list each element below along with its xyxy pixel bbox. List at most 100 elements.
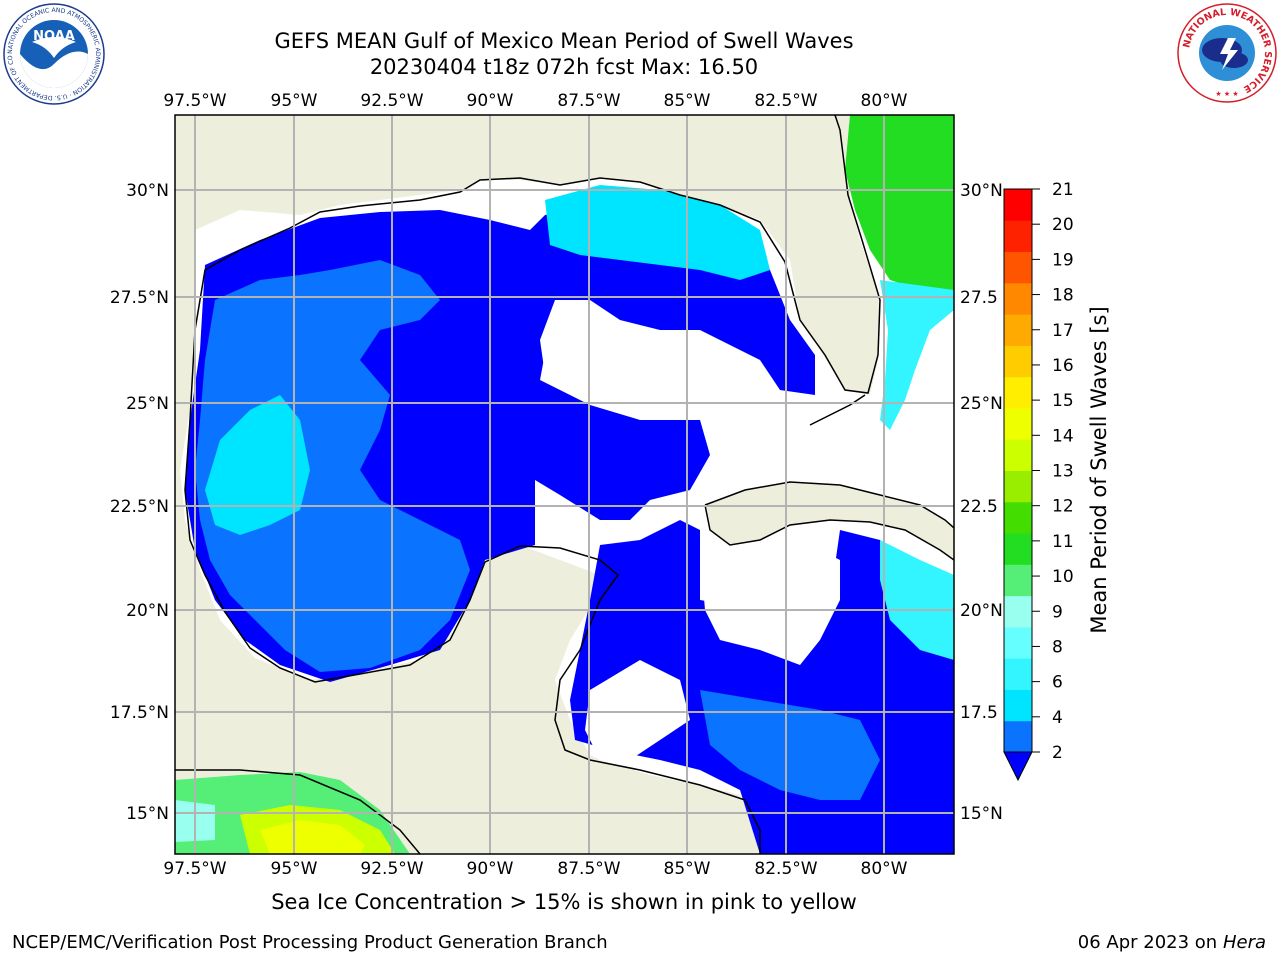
colorbar-tick-label: 10 [1052,567,1074,587]
colorbar-tick-label: 2 [1052,743,1063,763]
coastline-cuba [704,481,954,561]
lon-label-bottom: 80°W [861,859,908,879]
lat-label-right: 22.5 [960,497,998,517]
svg-text:★ ★ ★: ★ ★ ★ [1215,90,1238,98]
colorbar-segment [1004,501,1032,534]
swell-region-lightblue-south [700,690,880,800]
colorbar-tick-label: 20 [1052,215,1074,235]
swell-gap-yucatan [585,660,690,760]
colorbar-segment [1004,251,1032,284]
swell-period-field [175,115,954,854]
colorbar-segment [1004,626,1032,659]
colorbar-tick-label: 19 [1052,250,1074,270]
swell-region-cyan-north [545,185,770,280]
lon-label-bottom: 95°W [271,859,318,879]
lat-label-right: 20°N [960,601,1003,621]
lon-label-bottom: 87.5°W [557,859,620,879]
lat-label-left: 27.5°N [110,288,169,308]
colorbar-segment [1004,189,1032,221]
lat-label-left: 22.5°N [110,497,169,517]
colorbar-label: Mean Period of Swell Waves [s] [1087,306,1111,633]
plot-title: GEFS MEAN Gulf of Mexico Mean Period of … [274,29,854,53]
longitude-labels-top: 97.5°W 95°W 92.5°W 90°W 87.5°W 85°W 82.5°W 80°W [163,91,907,111]
lat-label-right: 15°N [960,804,1003,824]
coastline-mexico [184,489,761,854]
lon-label-bottom: 90°W [467,859,514,879]
colorbar-tick-label: 17 [1052,321,1074,341]
colorbar-tick-label: 16 [1052,356,1074,376]
lat-label-right: 30°N [960,181,1003,201]
colorbar-segment [1004,345,1032,378]
lon-label-top: 87.5°W [557,91,620,111]
lon-label-top: 85°W [664,91,711,111]
swell-region-lightblue [195,260,470,672]
colorbar-tick-label: 8 [1052,637,1063,657]
lat-label-left: 25°N [126,394,169,414]
lon-label-top: 80°W [861,91,908,111]
colorbar-segment [1004,720,1032,753]
lon-label-bottom: 97.5°W [163,859,226,879]
footer-date: 06 Apr 2023 on Hera [1077,932,1266,953]
coastline-keys [809,394,866,426]
colorbar-tick-label: 14 [1052,426,1074,446]
colorbar-segments [1004,189,1032,753]
swell-gap-center [540,300,700,400]
colorbar-tick-label: 11 [1052,532,1074,552]
colorbar-segment [1004,439,1032,471]
lon-label-top: 82.5°W [754,91,817,111]
colorbar-segment [1004,595,1032,628]
colorbar-segment [1004,407,1032,440]
colorbar-tick-label: 12 [1052,497,1074,517]
colorbar-segment [1004,220,1032,253]
colorbar-tick-label: 6 [1052,673,1063,693]
colorbar-segment [1004,564,1032,597]
colorbar-tick-label: 13 [1052,462,1074,482]
colorbar-segment [1004,282,1032,315]
graticule [175,115,954,854]
colorbar-segment [1004,658,1032,690]
lat-label-right: 25°N [960,394,1003,414]
lat-label-left: 15°N [126,804,169,824]
colorbar-segment [1004,376,1032,409]
lon-label-top: 97.5°W [163,91,226,111]
swell-region-cyan-east [880,540,954,660]
colorbar-tick-label: 21 [1052,180,1074,200]
swell-gap-keys [700,395,890,490]
cuba-island [705,482,954,560]
swell-region-paleyellow-pacific [260,820,365,854]
coastlines [175,115,954,854]
colorbar-tick-label: 15 [1052,391,1074,411]
colorbar: 2 4 6 8 9 10 11 12 13 14 15 16 17 18 19 20 21 Mean Perio… [1003,180,1111,782]
colorbar-tick-label: 9 [1052,602,1063,622]
swell-region-cyan-west [205,395,310,535]
colorbar-tick-label: 4 [1052,708,1063,728]
lat-label-left: 20°N [126,601,169,621]
latitude-labels-left: 30°N 27.5°N 25°N 22.5°N 20°N 17.5°N 15°N [110,181,169,824]
map-frame [174,114,955,855]
latitude-labels-right: 30°N 27.5 25°N 22.5 20°N 17.5 15°N [960,181,1003,824]
swell-region-green-atlantic [845,115,954,290]
lat-label-right: 17.5 [960,703,998,723]
colorbar-under-triangle [1003,751,1033,782]
sea-ice-caption: Sea Ice Concentration > 15% is shown in … [271,890,857,914]
colorbar-tick-labels: 2 4 6 8 9 10 11 12 13 14 15 16 17 18 19 20 21 [1032,180,1074,763]
lon-label-bottom: 92.5°W [360,859,423,879]
lon-label-top: 95°W [271,91,318,111]
map-plot-area [175,115,954,854]
lat-label-left: 30°N [126,181,169,201]
footer-credit: NCEP/EMC/Verification Post Processing Pr… [12,932,608,953]
longitude-labels-bottom: 97.5°W 95°W 92.5°W 90°W 87.5°W 85°W 82.5°W 80°W [163,859,907,879]
swell-gap-caribbean [700,540,840,665]
colorbar-tick-label: 18 [1052,286,1074,306]
colorbar-segment [1004,314,1032,346]
lon-label-bottom: 85°W [664,859,711,879]
lon-label-bottom: 82.5°W [754,859,817,879]
swell-region-cyan-atlantic [880,280,954,430]
noaa-logo: NATIONAL OCEANIC AND ATMOSPHERIC ADMINIS… [2,2,105,105]
plot-subtitle: 20230404 t18z 072h fcst Max: 16.50 [369,55,759,79]
lat-label-right: 27.5 [960,288,998,308]
lon-label-top: 90°W [467,91,514,111]
footer-host: Hera [1222,932,1266,953]
nws-logo: NATIONAL WEATHER SERVICE ★ ★ ★ [1177,3,1277,103]
